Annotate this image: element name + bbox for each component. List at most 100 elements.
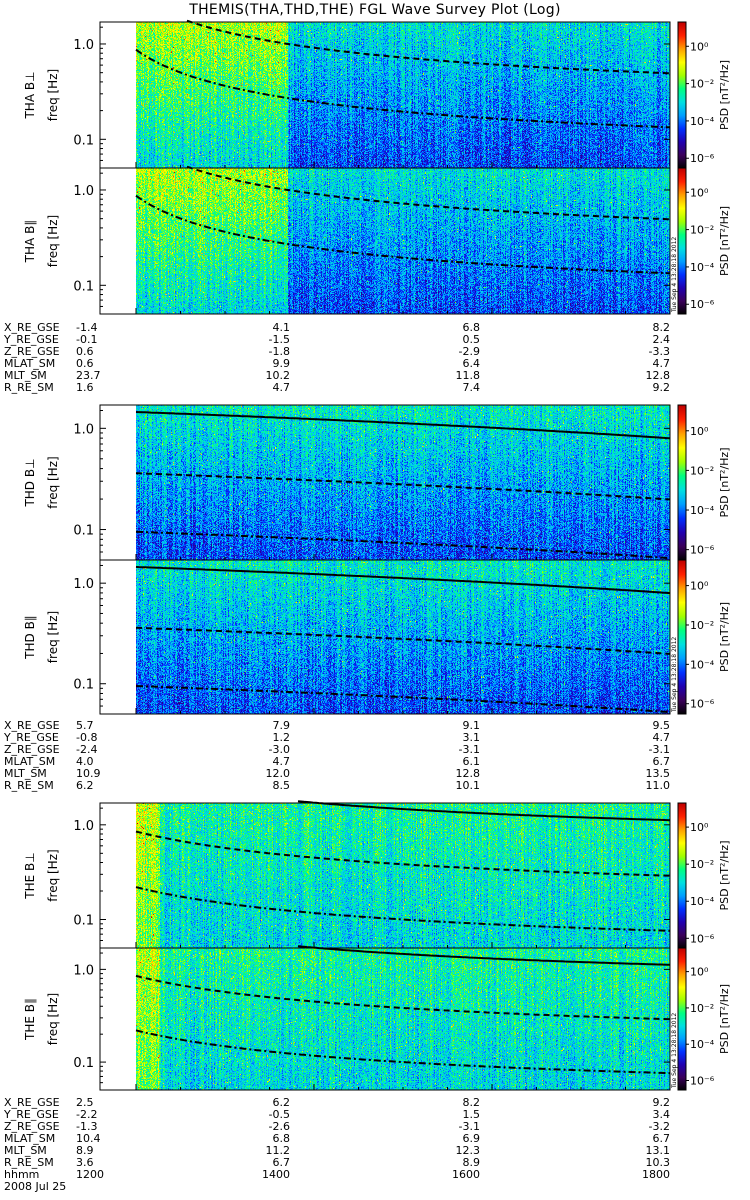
colorbar-tick-label: 10⁻⁴ bbox=[690, 895, 715, 908]
plot-timestamp: Tue Sep 4 13:28:18 2012 bbox=[671, 637, 678, 713]
panel-ylabel: THA B∥ bbox=[23, 220, 37, 264]
ephemeris-row-label: Y_RE_GSE bbox=[4, 731, 59, 744]
ephemeris-value: 9.2 bbox=[652, 381, 671, 394]
ephemeris-value: 10.9 bbox=[76, 767, 101, 780]
time-tick-label: 1200 bbox=[76, 1168, 104, 1181]
ephemeris-value: 0.6 bbox=[76, 357, 94, 370]
ephemeris-value: 11.8 bbox=[455, 369, 481, 382]
freq-tick-label: 0.1 bbox=[73, 913, 94, 928]
ephemeris-row-label: MLAT_SM bbox=[4, 755, 56, 768]
curve-dashdot bbox=[135, 685, 671, 714]
ephemeris-row-label: MLT_SM bbox=[4, 1144, 47, 1157]
freq-axis-label: freq [Hz] bbox=[46, 69, 60, 121]
ephemeris-value: 12.3 bbox=[455, 1144, 481, 1157]
ephemeris-value: -3.2 bbox=[648, 1120, 670, 1133]
ephemeris-value: 1.5 bbox=[462, 1108, 481, 1121]
colorbar-label: PSD [nT²/Hz] bbox=[718, 60, 731, 130]
colorbar-tick-label: 10⁻² bbox=[690, 224, 714, 237]
ephemeris-value: 8.9 bbox=[76, 1144, 94, 1157]
ephemeris-value: 12.0 bbox=[265, 767, 291, 780]
colorbar-tick-label: 10⁻⁶ bbox=[690, 152, 715, 165]
ephemeris-value: 6.4 bbox=[462, 357, 481, 370]
colorbar-tick-label: 10⁻² bbox=[690, 619, 714, 632]
panel-ylabel: THA B⊥ bbox=[23, 71, 37, 119]
ephemeris-value: 4.7 bbox=[652, 731, 671, 744]
ephemeris-row-label: R_RE_SM bbox=[4, 779, 54, 792]
ephemeris-value: 6.8 bbox=[462, 321, 481, 334]
colorbar-3 bbox=[678, 405, 686, 560]
ephemeris-value: -2.4 bbox=[76, 743, 98, 756]
panel-ylabel: THD B⊥ bbox=[23, 458, 37, 507]
plot-frame bbox=[99, 167, 671, 315]
ephemeris-value: -3.3 bbox=[648, 345, 670, 358]
curve-dashed bbox=[135, 626, 671, 655]
curve-solid bbox=[297, 945, 671, 966]
colorbar-tick-label: 10⁰ bbox=[690, 425, 709, 438]
freq-axis-label: freq [Hz] bbox=[46, 456, 60, 508]
ephemeris-value: -1.5 bbox=[268, 333, 290, 346]
colorbar-1 bbox=[678, 22, 686, 168]
colorbar-frame bbox=[677, 802, 687, 949]
spectrogram-6 bbox=[100, 948, 670, 1090]
ephemeris-value: 8.2 bbox=[652, 321, 671, 334]
colorbar-tick-label: 10⁰ bbox=[690, 186, 709, 199]
colorbar-tick-label: 10⁻⁴ bbox=[690, 504, 715, 517]
plot-frame bbox=[99, 802, 671, 949]
ephemeris-row-label: Z_RE_GSE bbox=[4, 743, 60, 756]
ephemeris-value: 23.7 bbox=[76, 369, 101, 382]
colorbar-2 bbox=[678, 168, 686, 314]
ephemeris-row-label: MLAT_SM bbox=[4, 357, 56, 370]
curve-dashed bbox=[135, 472, 671, 501]
ephemeris-value: 10.1 bbox=[455, 779, 481, 792]
ephemeris-value: -1.8 bbox=[268, 345, 290, 358]
ephemeris-row-label: X_RE_GSE bbox=[4, 1096, 60, 1109]
spectrogram-4 bbox=[100, 560, 670, 714]
ephemeris-value: 12.8 bbox=[455, 767, 481, 780]
ephemeris-value: -2.6 bbox=[268, 1120, 290, 1133]
freq-tick-label: 0.1 bbox=[73, 279, 94, 294]
colorbar-tick-label: 10⁰ bbox=[690, 580, 709, 593]
freq-tick-label: 1.0 bbox=[73, 184, 94, 199]
colorbar-frame bbox=[677, 404, 687, 561]
panel-ylabel: THE B∥ bbox=[23, 998, 37, 1041]
plot-frame bbox=[99, 404, 671, 561]
ephemeris-value: 8.9 bbox=[462, 1156, 481, 1169]
curve-solid bbox=[135, 565, 671, 595]
curve-dashdot bbox=[135, 530, 671, 560]
colorbar-tick-label: 10⁻² bbox=[690, 858, 714, 871]
panel-2: 1.0 0.1 THA B∥ freq [Hz] 10⁰ 10⁻² 10⁻⁴ 10⁻⁶ PSD … bbox=[23, 165, 731, 315]
panel-ylabel: THD B∥ bbox=[23, 615, 37, 660]
ephemeris-value: -3.1 bbox=[458, 1120, 480, 1133]
ephemeris-value: 7.4 bbox=[462, 381, 481, 394]
colorbar-tick-label: 10⁻⁶ bbox=[690, 1075, 715, 1088]
ephemeris-value: 4.7 bbox=[652, 357, 671, 370]
plot-frame bbox=[99, 21, 671, 169]
colorbar-frame bbox=[677, 21, 687, 169]
ephemeris-value: -3.1 bbox=[458, 743, 480, 756]
ephemeris-row-label: Y_RE_GSE bbox=[4, 1108, 59, 1121]
page-title: THEMIS(THA,THD,THE) FGL Wave Survey Plot… bbox=[189, 2, 561, 18]
freq-tick-label: 0.1 bbox=[73, 1056, 94, 1071]
colorbar-tick-label: 10⁰ bbox=[690, 966, 709, 979]
ephemeris-value: 6.8 bbox=[272, 1132, 291, 1145]
colorbar-label: PSD [nT²/Hz] bbox=[718, 984, 731, 1054]
freq-tick-label: 1.0 bbox=[73, 577, 94, 592]
time-tick-label: 1800 bbox=[642, 1168, 670, 1181]
curve-dashed bbox=[135, 974, 671, 1021]
ephemeris-row-label: R_RE_SM bbox=[4, 1156, 54, 1169]
colorbar-label: PSD [nT²/Hz] bbox=[718, 447, 731, 517]
freq-axis-label: freq [Hz] bbox=[46, 611, 60, 663]
ephemeris-value: 6.2 bbox=[76, 779, 94, 792]
colorbar-tick-label: 10⁻² bbox=[690, 1002, 714, 1015]
ephemeris-value: 6.7 bbox=[652, 755, 671, 768]
ephemeris-row-label: Z_RE_GSE bbox=[4, 1120, 60, 1133]
ephemeris-value: 12.8 bbox=[645, 369, 671, 382]
colorbar-tick-label: 10⁻⁴ bbox=[690, 261, 715, 274]
colorbar-label: PSD [nT²/Hz] bbox=[718, 602, 731, 672]
freq-tick-label: 1.0 bbox=[73, 38, 94, 53]
spectrogram-2 bbox=[100, 168, 670, 314]
ephemeris-value: 6.9 bbox=[462, 1132, 481, 1145]
colorbar-frame bbox=[677, 167, 687, 315]
ephemeris-value: -2.2 bbox=[76, 1108, 98, 1121]
colorbar-tick-label: 10⁻² bbox=[690, 78, 714, 91]
